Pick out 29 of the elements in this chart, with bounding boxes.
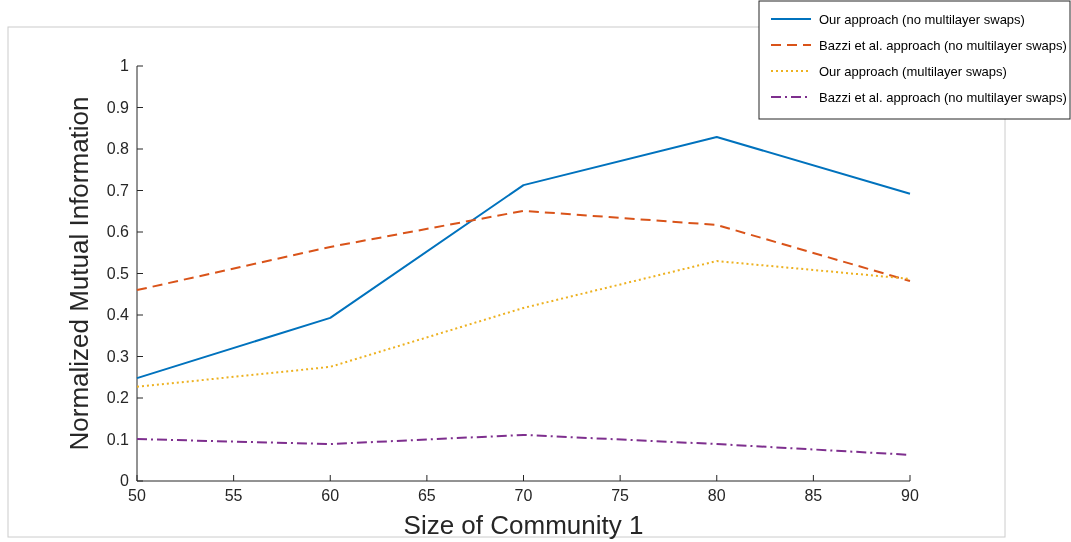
x-tick-label: 50 [128,487,146,504]
y-tick-label: 0.1 [106,430,130,448]
y-tick-label: 0.4 [106,306,130,323]
y-tick-label: 0.8 [106,140,130,157]
legend-label: Our approach (no multilayer swaps) [819,12,1025,27]
x-tick-label: 80 [707,487,726,504]
x-tick-label: 85 [804,487,823,504]
legend-label: Bazzi et al. approach (no multilayer swaps) [819,90,1067,105]
y-tick-label: 0.6 [106,223,130,240]
y-tick-label: 0.3 [106,347,130,365]
y-axis-title: Normalized Mutual Information [64,96,94,451]
x-tick-label: 90 [901,487,919,504]
y-tick-label: 0.7 [106,181,130,199]
x-tick-label: 65 [417,487,436,504]
line-series [136,260,911,388]
x-tick-label: 60 [321,487,340,504]
x-tick-label: 75 [611,487,630,504]
y-tick-label: 0.2 [106,389,130,406]
line-series [136,135,911,380]
x-tick-label: 70 [514,487,533,504]
line-series [136,209,911,292]
y-tick-label: 0.9 [106,98,130,116]
y-tick-label: 0 [120,472,130,489]
y-tick-label: 1 [120,57,130,74]
legend-label: Our approach (multilayer swaps) [819,64,1007,79]
legend-label: Bazzi et al. approach (no multilayer swaps) [819,38,1067,53]
y-tick-label: 0.5 [106,264,130,282]
x-axis-title: Size of Community 1 [403,510,644,540]
x-tick-label: 55 [224,487,243,504]
